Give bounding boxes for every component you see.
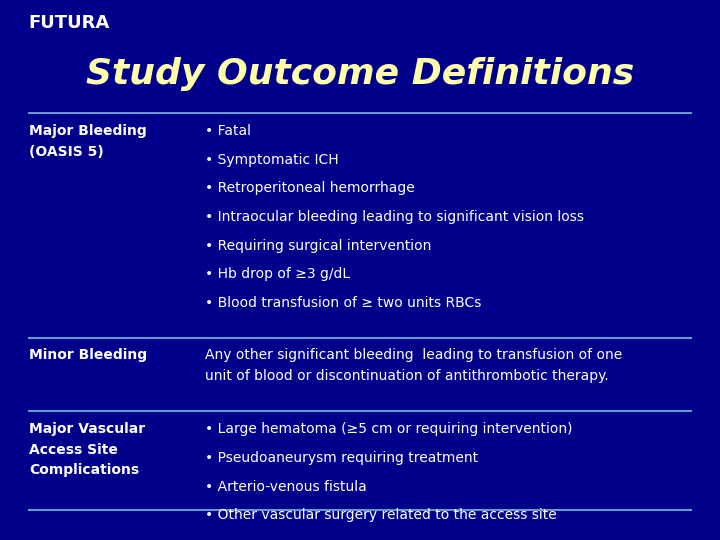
Text: • Intraocular bleeding leading to significant vision loss: • Intraocular bleeding leading to signif… [205,210,584,224]
Text: • Retroperitoneal hemorrhage: • Retroperitoneal hemorrhage [205,181,415,195]
Text: • Requiring surgical intervention: • Requiring surgical intervention [205,239,431,253]
Text: • Arterio-venous fistula: • Arterio-venous fistula [205,480,367,494]
Text: Study Outcome Definitions: Study Outcome Definitions [86,57,634,91]
Text: • Other vascular surgery related to the access site: • Other vascular surgery related to the … [205,508,557,522]
Text: • Large hematoma (≥5 cm or requiring intervention): • Large hematoma (≥5 cm or requiring int… [205,422,572,436]
Text: Minor Bleeding: Minor Bleeding [29,348,147,362]
Text: • Symptomatic ICH: • Symptomatic ICH [205,153,339,167]
Text: Major Vascular
Access Site
Complications: Major Vascular Access Site Complications [29,422,145,477]
Text: • Blood transfusion of ≥ two units RBCs: • Blood transfusion of ≥ two units RBCs [205,296,482,310]
Text: • Pseudoaneurysm requiring treatment: • Pseudoaneurysm requiring treatment [205,451,478,465]
Text: Major Bleeding
(OASIS 5): Major Bleeding (OASIS 5) [29,124,147,159]
Text: Any other significant bleeding  leading to transfusion of one
unit of blood or d: Any other significant bleeding leading t… [205,348,623,383]
Text: FUTURA: FUTURA [29,14,110,31]
Text: • Fatal: • Fatal [205,124,251,138]
Text: • Hb drop of ≥3 g/dL: • Hb drop of ≥3 g/dL [205,267,351,281]
